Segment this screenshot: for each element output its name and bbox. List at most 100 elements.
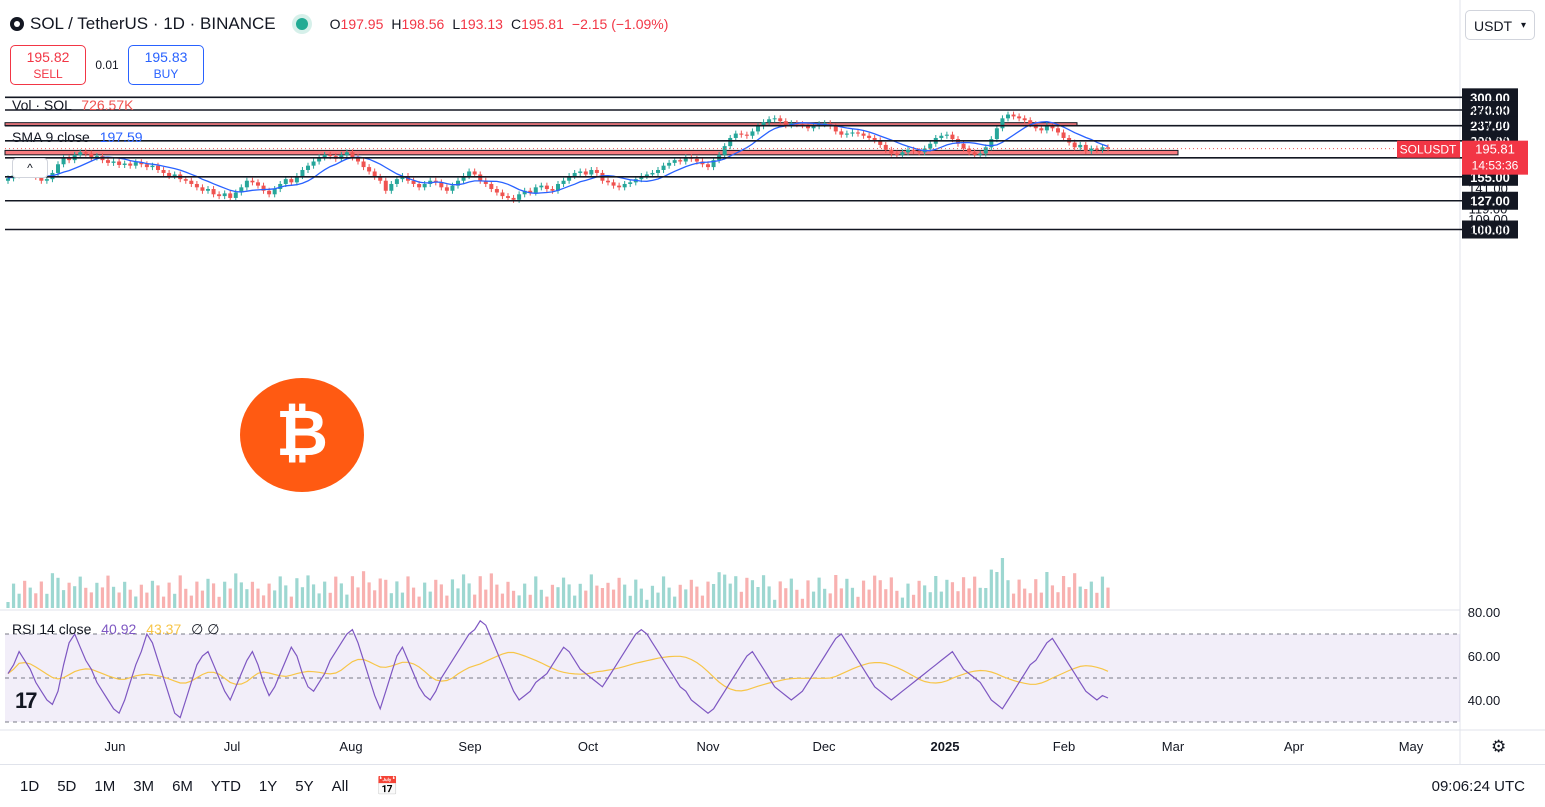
volume-bar [839, 588, 843, 608]
trade-panel: 195.82 SELL 0.01 195.83 BUY [10, 45, 204, 85]
sma-legend[interactable]: SMA 9 close 197.59 [12, 129, 143, 145]
buy-button[interactable]: 195.83 BUY [128, 45, 204, 85]
volume-bar [700, 595, 705, 608]
volume-bar [1073, 573, 1077, 608]
candle-body [678, 160, 683, 162]
volume-bar [178, 575, 182, 608]
timeframe-all[interactable]: All [331, 777, 349, 795]
time-axis-label: 2025 [931, 739, 960, 754]
rsi-line [7, 619, 1109, 719]
volume-bar [800, 598, 805, 608]
candle-body [1100, 147, 1105, 150]
candle-body [539, 185, 544, 188]
timeframe-6m[interactable]: 6M [172, 777, 193, 795]
volume-bar [439, 584, 443, 608]
goto-date-calendar-icon[interactable]: 📅 [376, 775, 399, 796]
volume-bar [950, 582, 955, 608]
volume-bar [117, 592, 121, 608]
volume-bar [400, 592, 405, 608]
volume-bar [539, 589, 543, 608]
candle-body [244, 180, 249, 188]
spread-value: 0.01 [95, 58, 119, 72]
timeframe-5d[interactable]: 5D [57, 777, 77, 795]
volume-bar [367, 582, 371, 608]
candle-body [894, 153, 899, 155]
volume-legend-label: Vol · SOL [12, 97, 72, 113]
candle-body [906, 149, 910, 153]
candle-body [106, 160, 110, 163]
tradingview-logo-icon[interactable]: 17 [15, 688, 38, 713]
candle-body [917, 151, 922, 153]
time-axis-label: Oct [578, 739, 599, 754]
collapse-legend-button[interactable]: ^ [12, 158, 48, 178]
volume-legend-value: 726.57K [81, 97, 134, 113]
volume-bar [78, 576, 82, 608]
candle-body [889, 149, 894, 154]
rsi-axis-tick: 40.00 [1468, 693, 1501, 708]
candle-body [1022, 118, 1027, 121]
sell-button[interactable]: 195.82 SELL [10, 45, 86, 85]
candle-body [550, 189, 555, 191]
candle-body [967, 148, 972, 153]
volume-bar [300, 587, 305, 608]
time-axis-label: Mar [1162, 739, 1185, 754]
volume-bar [1067, 587, 1071, 608]
volume-bar [273, 590, 277, 608]
candle-body [756, 126, 760, 132]
volume-bar [278, 576, 282, 608]
market-status-icon[interactable] [295, 18, 308, 30]
candle-body [911, 149, 916, 152]
utc-clock[interactable]: 09:06:24 UTC [1431, 778, 1525, 795]
volume-bar [984, 588, 988, 608]
level-label: 237.00 [1470, 119, 1510, 134]
timeframe-1y[interactable]: 1Y [258, 777, 278, 795]
candle-body [239, 187, 244, 193]
candle-body [711, 160, 716, 168]
chevron-down-icon: ▾ [1520, 20, 1526, 31]
volume-bar [211, 583, 216, 608]
rsi-legend[interactable]: RSI 14 close 40.92 43.37 ∅ ∅ [12, 621, 219, 638]
resistance-zone-1 [4, 149, 1179, 156]
timeframe-5y[interactable]: 5Y [295, 777, 314, 795]
volume-bar [95, 582, 99, 608]
volume-bar [395, 581, 399, 608]
volume-bar [989, 569, 993, 608]
volume-bar [456, 588, 460, 608]
candle-body [222, 193, 227, 197]
volume-bar [523, 583, 527, 608]
close-key: C [510, 16, 522, 32]
candle-body [778, 118, 783, 122]
volume-bar [373, 590, 377, 608]
volume-bar [850, 587, 855, 608]
candle-body [1039, 128, 1044, 131]
timeframe-1d[interactable]: 1D [20, 777, 40, 795]
candle-body [156, 165, 160, 170]
volume-bar [1011, 593, 1016, 608]
settings-gear-icon[interactable]: ⚙ [1491, 737, 1507, 756]
volume-bar [611, 589, 616, 608]
candle-body [856, 132, 860, 134]
volume-bar [856, 596, 860, 608]
price-axis-tick: 220.00 [1468, 128, 1508, 143]
candle-body [617, 185, 622, 188]
candle-body [783, 121, 788, 126]
timeframe-1m[interactable]: 1M [94, 777, 116, 795]
candle-body [544, 185, 549, 190]
volume-bar [828, 593, 832, 608]
volume-bar [1034, 579, 1038, 608]
timeframe-ytd[interactable]: YTD [210, 777, 241, 795]
volume-legend[interactable]: Vol · SOL 726.57K [12, 97, 133, 113]
volume-bar [378, 578, 382, 608]
currency-select[interactable]: USDT ▾ [1465, 10, 1535, 40]
symbol-title[interactable]: SOL / TetherUS · 1D · BINANCE [30, 14, 276, 33]
candle-body [472, 171, 477, 175]
volume-bar [50, 573, 55, 608]
candle-body [861, 133, 866, 136]
volume-bar [411, 587, 416, 608]
volume-bar [317, 593, 321, 608]
candle-body [67, 158, 72, 161]
timeframe-3m[interactable]: 3M [133, 777, 155, 795]
time-axis-label: Sep [458, 739, 481, 754]
sell-label: SELL [33, 67, 63, 81]
